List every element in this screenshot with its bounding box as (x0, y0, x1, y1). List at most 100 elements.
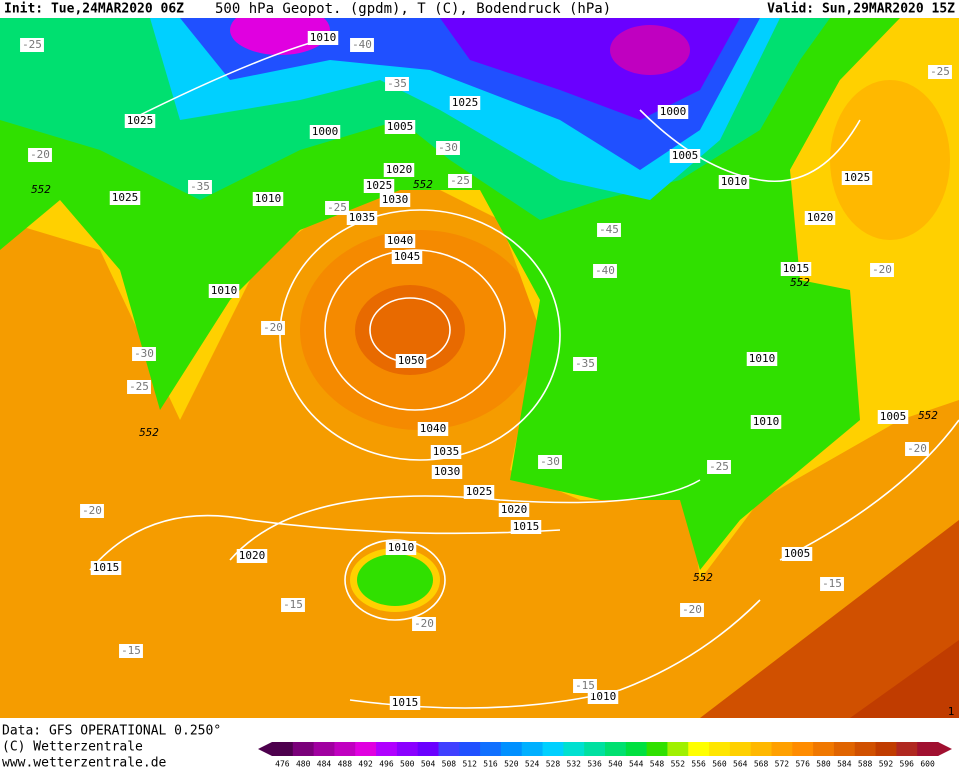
colorbar-label: 504 (421, 760, 436, 769)
colorbar-cell (709, 742, 731, 756)
isobar-label: 1020 (386, 163, 413, 176)
isobar-label: 1010 (255, 192, 282, 205)
colorbar-label: 476 (275, 760, 290, 769)
colorbar-label: 556 (691, 760, 706, 769)
isobar-label-box (781, 547, 813, 561)
data-source: Data: GFS OPERATIONAL 0.250° (2, 724, 221, 739)
isobar-label: 1030 (382, 193, 409, 206)
isobar-label-box (804, 211, 836, 225)
isobar-label: 1035 (349, 211, 376, 224)
isobar-label-box (385, 541, 417, 555)
isobar-label-box (384, 234, 416, 248)
isobar-label: 1020 (501, 503, 528, 516)
temperature-label-box (281, 598, 305, 612)
colorbar-cell (292, 742, 315, 756)
isobar-label: 1025 (366, 179, 393, 192)
colorbar-cell (355, 742, 377, 756)
colorbar-cell (521, 742, 544, 756)
isobar-label: 1010 (749, 352, 776, 365)
colorbar-label: 584 (837, 760, 852, 769)
colorbar-label: 492 (358, 760, 373, 769)
temperature-label: -20 (263, 321, 283, 334)
temperature-label-box (350, 38, 374, 52)
colorbar-cell (542, 742, 564, 756)
isobar-label-box (395, 354, 427, 368)
isobar-label: 1000 (660, 105, 687, 118)
isobar-label: 1010 (753, 415, 780, 428)
isobar-label-box (877, 410, 909, 424)
isobar-label: 1010 (310, 31, 337, 44)
isobar-label-box (236, 549, 268, 563)
temperature-label-box (573, 679, 597, 693)
isobar-label: 1020 (239, 549, 266, 562)
colorbar-cell (917, 742, 939, 756)
map-labels: 1010 1025 1000 1005 1025 1000 1005 1010 1025 1020… (20, 31, 954, 718)
temperature-label: -30 (438, 141, 458, 154)
isobar-label: 1015 (783, 262, 810, 275)
isobar-label-box (379, 193, 411, 207)
temperature-label-box (593, 264, 617, 278)
isobar-label-box (309, 125, 341, 139)
colorbar-cell (605, 742, 627, 756)
corner-label: 1 (948, 705, 955, 718)
isobar-label: 1025 (452, 96, 479, 109)
colorbar-label: 528 (546, 760, 561, 769)
isobar-label: 1000 (312, 125, 339, 138)
contour-552-label: 552 (693, 571, 713, 584)
colorbar-cell (646, 742, 668, 756)
colorbar-cell (813, 742, 835, 756)
isobar-label: 1045 (394, 250, 421, 263)
colorbar-label: 512 (462, 760, 477, 769)
temperature-label-box (412, 617, 436, 631)
colorbar-label: 488 (338, 760, 353, 769)
isobar-label-box (841, 171, 873, 185)
colorbar-cell (563, 742, 585, 756)
temperature-label: -15 (575, 679, 595, 692)
temperature-label: -30 (134, 347, 154, 360)
isobar-label: 1015 (513, 520, 540, 533)
isobar-label-box (430, 445, 462, 459)
contour-552-label: 552 (139, 426, 159, 439)
isobar-label: 1005 (880, 410, 907, 423)
isobar-label-box (307, 31, 339, 45)
isobar-label: 1010 (211, 284, 238, 297)
colorbar-cell (833, 742, 856, 756)
colorbar-label: 568 (754, 760, 769, 769)
init-time: Init: Tue,24MAR2020 06Z (4, 2, 184, 17)
map-background (0, 18, 959, 718)
colorbar-cell (792, 742, 814, 756)
temperature-label: -20 (82, 504, 102, 517)
colorbar-label: 588 (858, 760, 873, 769)
colorbar-label: 540 (608, 760, 623, 769)
isobar-label-box (669, 149, 701, 163)
contour-552-label: 552 (413, 178, 433, 191)
temperature-label-box (28, 148, 52, 162)
isobar-label: 1035 (433, 445, 460, 458)
colorbar-label: 524 (525, 760, 540, 769)
temperature-label-box (261, 321, 285, 335)
isobar-label: 1030 (434, 465, 461, 478)
colorbar-label: 520 (504, 760, 519, 769)
colorbar-label: 508 (442, 760, 457, 769)
temperature-label: -30 (540, 455, 560, 468)
temperature-label: -20 (907, 442, 927, 455)
colorbar-cell (584, 742, 606, 756)
temperature-label-box (905, 442, 929, 456)
isobar-label: 1010 (388, 541, 415, 554)
isobar-label-box (718, 175, 750, 189)
isobar-label: 1010 (721, 175, 748, 188)
colorbar-cell (500, 742, 523, 756)
isobar-label: 1040 (420, 422, 447, 435)
colorbar-cell (625, 742, 648, 756)
colorbar-cell (896, 742, 918, 756)
isobar-label-box (510, 520, 542, 534)
temperature-label: -25 (709, 460, 729, 473)
temperature-label: -25 (327, 201, 347, 214)
temperature-label-box (436, 141, 460, 155)
colorbar-label: 532 (567, 760, 582, 769)
temperature-label: -25 (129, 380, 149, 393)
isobar-label-box (657, 105, 689, 119)
temperature-label-box (820, 577, 844, 591)
isobar-label: 1025 (112, 191, 139, 204)
temperature-label-box (188, 180, 212, 194)
